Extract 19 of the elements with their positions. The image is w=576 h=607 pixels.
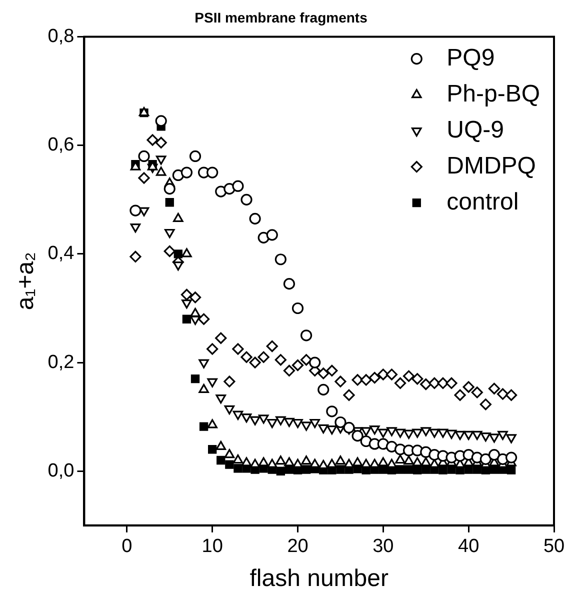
legend-label: PQ9 bbox=[446, 44, 495, 72]
y-tick-label: 0,0 bbox=[48, 460, 74, 482]
x-tick-label: 0 bbox=[122, 536, 132, 558]
x-axis-title: flash number bbox=[250, 565, 388, 592]
legend-label: DMDPQ bbox=[446, 152, 536, 180]
x-tick-label: 20 bbox=[287, 536, 308, 558]
legend-label: UQ-9 bbox=[446, 116, 504, 144]
y-tick-label: 0,6 bbox=[48, 134, 74, 156]
x-tick-label: 40 bbox=[458, 536, 480, 558]
x-tick-label: 10 bbox=[202, 536, 223, 558]
x-tick-label: 50 bbox=[543, 536, 565, 558]
y-axis-title: a₁+a₂ bbox=[12, 252, 40, 310]
x-tick-label: 30 bbox=[372, 536, 394, 558]
y-tick-label: 0,4 bbox=[48, 243, 75, 264]
legend-label: control bbox=[446, 188, 519, 216]
y-tick-label: 0,2 bbox=[48, 352, 74, 373]
y-tick-label: 0,8 bbox=[48, 26, 74, 48]
chart-title: PSII membrane fragments bbox=[194, 9, 368, 26]
legend-label: Ph-p-BQ bbox=[446, 80, 540, 108]
